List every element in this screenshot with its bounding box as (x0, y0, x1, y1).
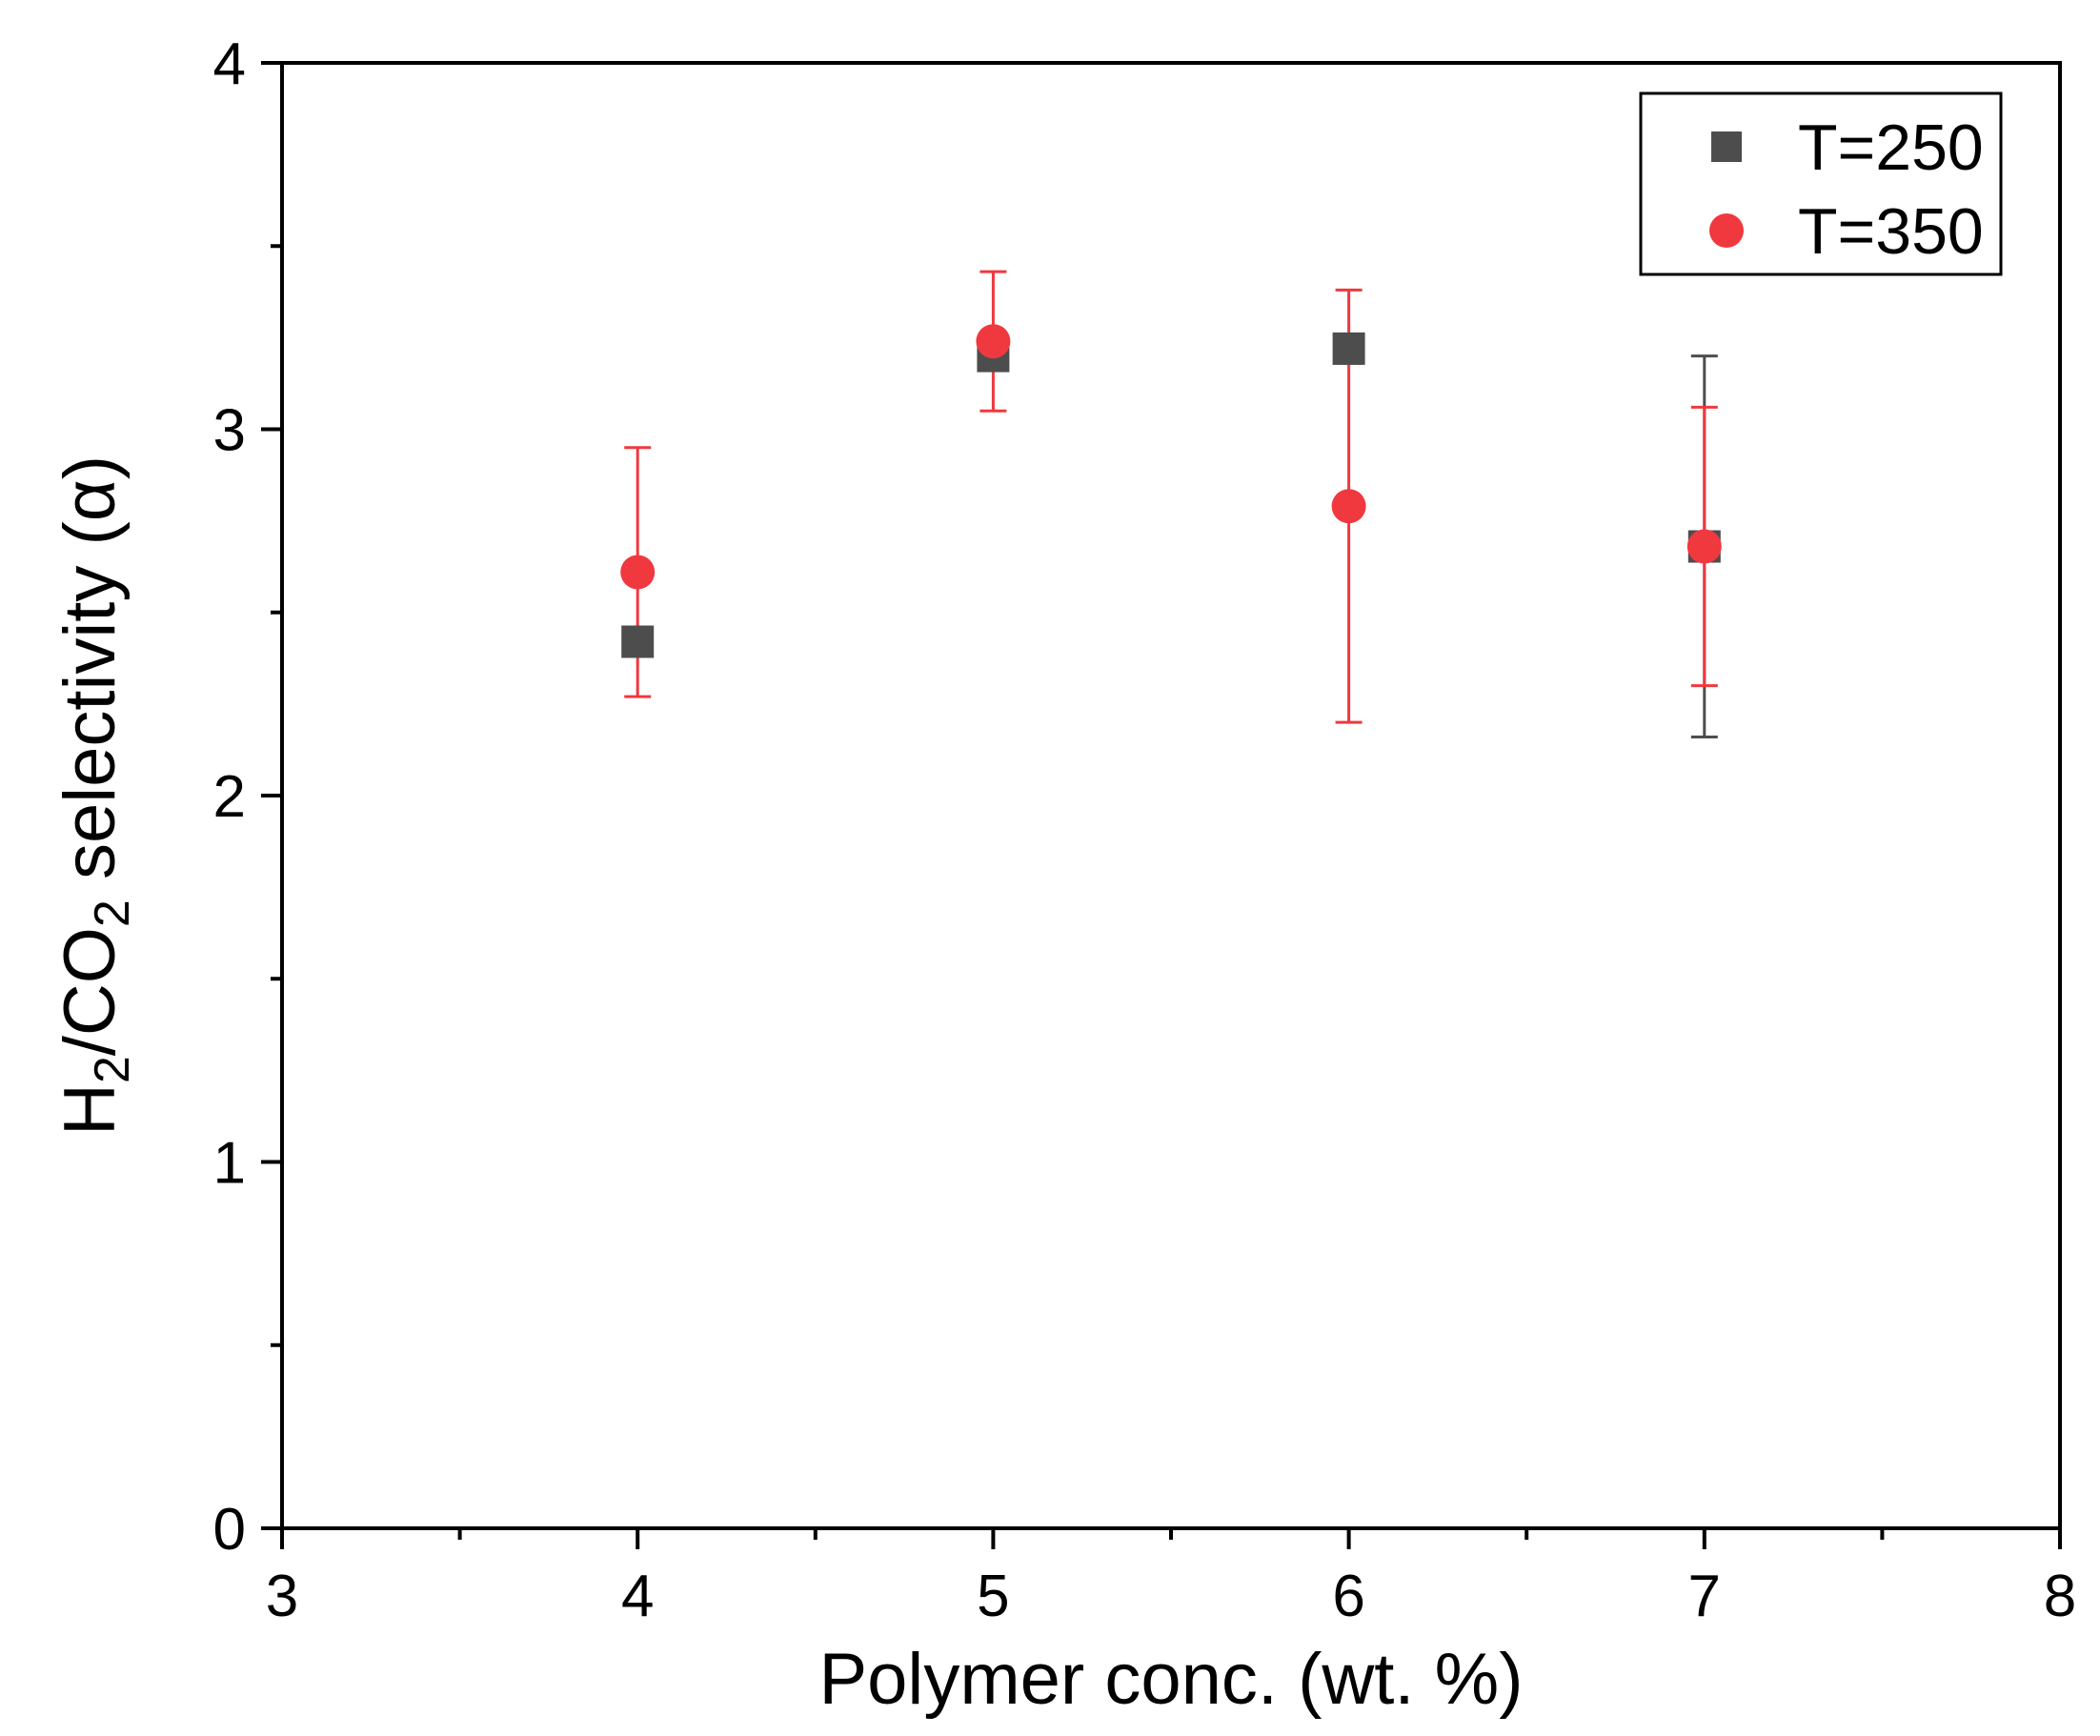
data-point-T=350 (1686, 529, 1722, 564)
legend-marker-T=250 (1711, 131, 1742, 162)
error-bars-layer (624, 270, 1718, 738)
data-point-T=350 (620, 555, 656, 590)
data-point-T=250 (1332, 332, 1365, 365)
legend-label-T=350: T=350 (1798, 195, 1984, 268)
y-tick-label: 3 (213, 398, 246, 464)
y-axis-title: H2/CO2 selectivity (α) (50, 455, 140, 1136)
data-point-T=350 (1331, 489, 1366, 524)
x-tick-label: 3 (266, 1564, 298, 1629)
x-tick-label: 4 (621, 1564, 654, 1629)
axes-layer: 3 4 5 6 7 8 0 1 2 3 4 Polymer conc. (wt. %) H2/CO2 s… (50, 31, 2076, 1720)
x-tick-label: 6 (1332, 1564, 1364, 1629)
y-tick-label: 0 (213, 1497, 246, 1563)
plot-frame (280, 61, 2062, 1530)
x-axis-title: Polymer conc. (wt. %) (818, 1639, 1523, 1720)
y-tick-label: 2 (213, 764, 246, 830)
y-tick-label: 4 (213, 31, 246, 97)
data-point-T=350 (976, 324, 1011, 359)
x-tick-label: 7 (1688, 1564, 1721, 1629)
legend: T=250 T=350 (1639, 91, 2003, 276)
legend-marker-T=350 (1709, 213, 1744, 248)
legend-label-T=250: T=250 (1798, 111, 1984, 184)
x-tick-label: 8 (2044, 1564, 2076, 1629)
legend-box (1639, 91, 2003, 276)
data-points-layer (620, 324, 1722, 658)
data-point-T=250 (621, 625, 655, 658)
x-tick-label: 5 (977, 1564, 1009, 1629)
y-tick-label: 1 (213, 1131, 246, 1197)
